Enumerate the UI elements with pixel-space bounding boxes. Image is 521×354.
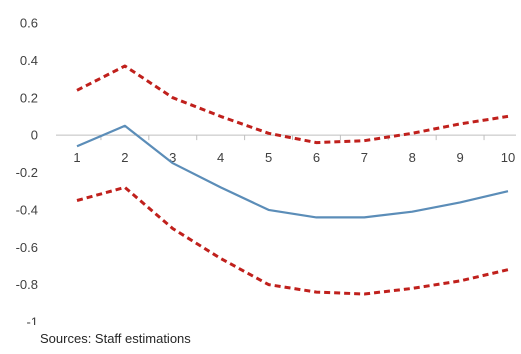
lower-bound-line [76,185,509,296]
x-axis [56,134,516,141]
y-tick-label: -0.8 [16,277,38,292]
x-tick-label: 3 [169,150,176,165]
series-layer [76,64,509,296]
y-axis-tick-labels: 0.6 0.4 0.2 0 -0.2 -0.4 -0.6 -0.8 -1 [16,16,38,326]
y-tick-label: 0 [31,128,38,143]
y-tick-label: 0.4 [20,53,38,68]
x-tick-label: 1 [73,150,80,165]
y-tick-label: -0.4 [16,202,38,217]
x-tick-label: 9 [456,150,463,165]
x-tick-label: 2 [121,150,128,165]
x-tick-label: 10 [501,150,515,165]
y-tick-label: -0.6 [16,240,38,255]
y-tick-label: -1 [26,315,38,326]
x-tick-label: 6 [313,150,320,165]
x-tick-label: 5 [265,150,272,165]
source-note: Sources: Staff estimations [40,331,191,346]
central-estimate-line [76,124,509,219]
x-tick-label: 7 [361,150,368,165]
line-chart: 0.6 0.4 0.2 0 -0.2 -0.4 -0.6 -0.8 -1 1 2 3 4 5 6 7 8 9 10 [16,16,516,326]
y-tick-label: 0.6 [20,16,38,31]
x-axis-tick-labels: 1 2 3 4 5 6 7 8 9 10 [73,150,515,165]
y-tick-label: -0.2 [16,165,38,180]
y-tick-label: 0.2 [20,90,38,105]
x-tick-label: 8 [409,150,416,165]
upper-bound-line [76,64,509,145]
x-tick-label: 4 [217,150,224,165]
